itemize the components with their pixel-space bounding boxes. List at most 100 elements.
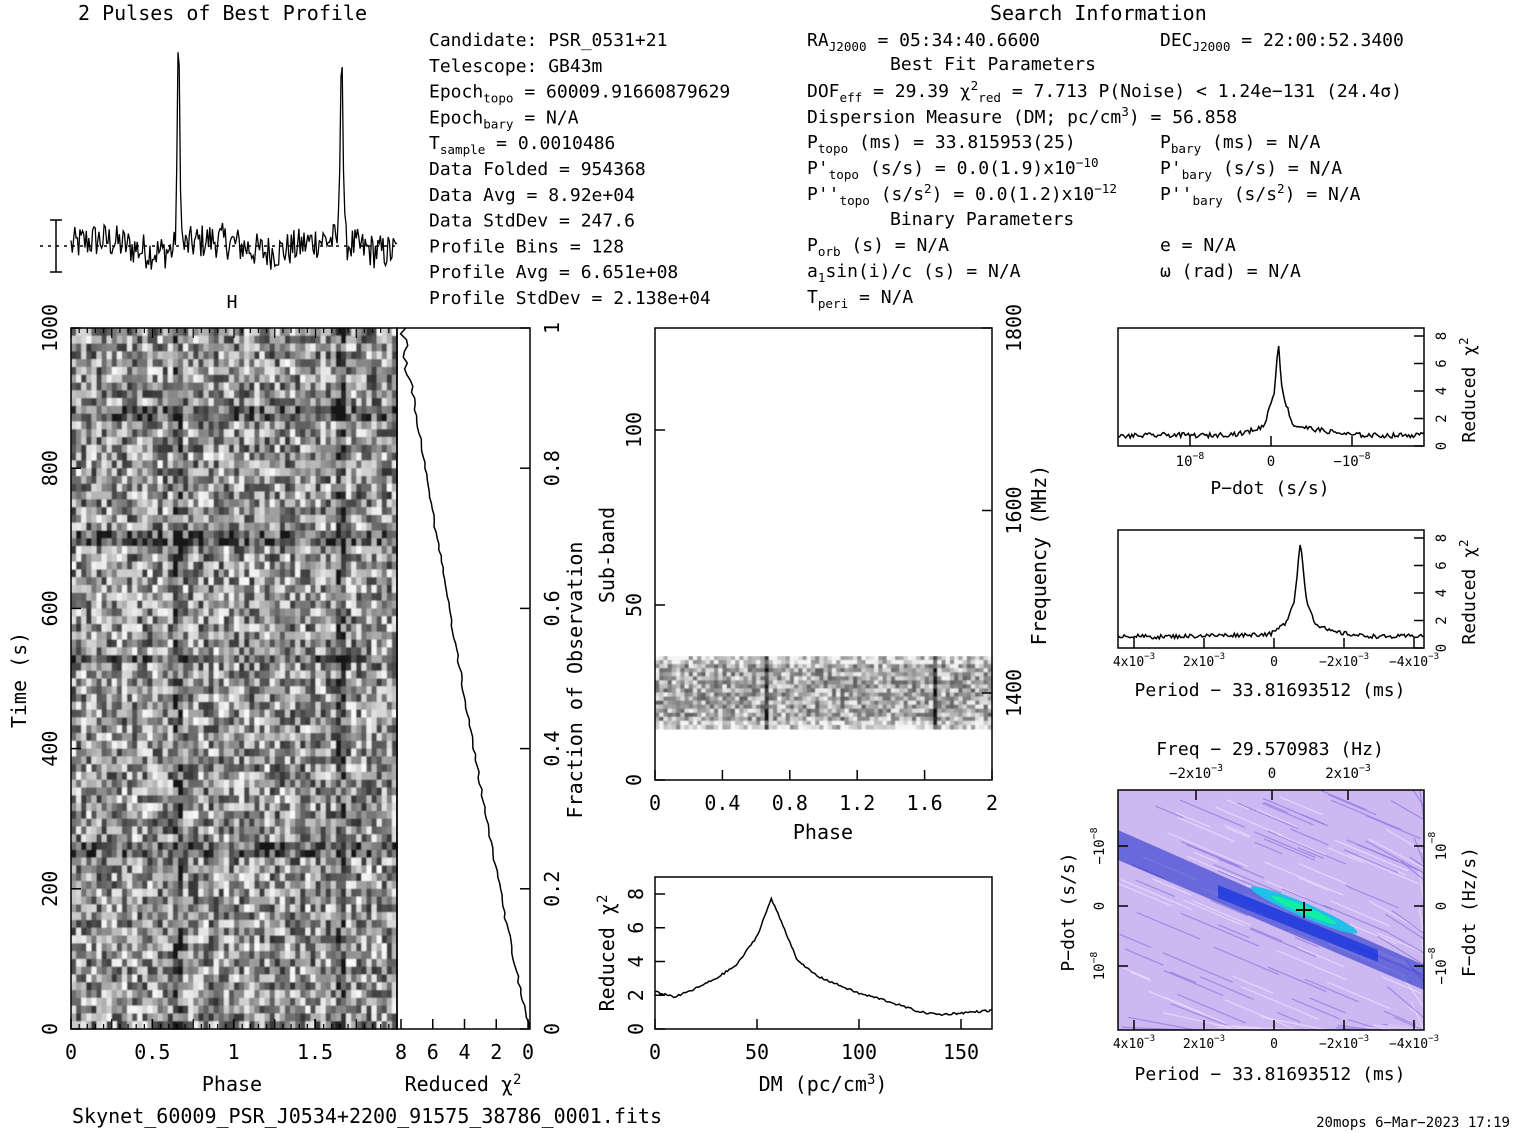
time-phase-pixel bbox=[284, 919, 291, 929]
time-phase-pixel bbox=[213, 709, 220, 719]
time-phase-pixel bbox=[157, 546, 164, 555]
time-phase-pixel bbox=[203, 725, 210, 734]
time-phase-pixel bbox=[315, 351, 322, 360]
time-phase-pixel bbox=[147, 569, 154, 578]
time-phase-pixel bbox=[264, 779, 271, 789]
time-phase-pixel bbox=[81, 670, 87, 680]
time-phase-pixel bbox=[340, 413, 347, 423]
time-phase-pixel bbox=[183, 701, 189, 711]
time-phase-pixel bbox=[356, 647, 362, 656]
time-phase-pixel bbox=[249, 328, 255, 337]
time-phase-pixel bbox=[269, 359, 276, 368]
time-phase-pixel bbox=[391, 413, 398, 423]
time-phase-pixel bbox=[111, 421, 118, 430]
time-phase-pixel bbox=[300, 600, 306, 609]
time-phase-pixel bbox=[223, 717, 230, 726]
time-phase-pixel bbox=[290, 585, 296, 594]
time-phase-pixel bbox=[391, 639, 398, 648]
time-phase-pixel bbox=[269, 709, 276, 719]
time-phase-pixel bbox=[346, 483, 352, 493]
time-phase-pixel bbox=[177, 514, 184, 524]
time-phase-pixel bbox=[147, 374, 154, 384]
time-phase-pixel bbox=[320, 390, 327, 399]
time-phase-pixel bbox=[223, 553, 230, 563]
time-phase-pixel bbox=[371, 888, 378, 898]
time-phase-pixel bbox=[177, 616, 184, 625]
time-phase-pixel bbox=[269, 514, 276, 524]
time-phase-pixel bbox=[315, 701, 322, 711]
time-phase-pixel bbox=[254, 343, 261, 352]
time-phase-pixel bbox=[223, 842, 230, 851]
time-phase-pixel bbox=[305, 631, 311, 641]
time-phase-pixel bbox=[295, 592, 301, 602]
time-phase-pixel bbox=[111, 616, 118, 625]
time-phase-pixel bbox=[376, 491, 383, 500]
time-phase-pixel bbox=[361, 694, 368, 703]
profile-line bbox=[70, 52, 398, 270]
time-phase-pixel bbox=[269, 764, 276, 773]
time-phase-pixel bbox=[81, 686, 87, 695]
time-phase-pixel bbox=[371, 483, 378, 493]
time-phase-pixel bbox=[218, 475, 225, 485]
time-phase-pixel bbox=[351, 623, 357, 633]
time-phase-pixel bbox=[330, 351, 337, 360]
time-phase-pixel bbox=[346, 733, 352, 742]
time-phase-pixel bbox=[198, 530, 205, 539]
time-phase-pixel bbox=[142, 678, 148, 687]
time-phase-pixel bbox=[152, 670, 159, 680]
time-phase-pixel bbox=[76, 359, 82, 368]
time-phase-pixel bbox=[330, 507, 337, 516]
time-phase-pixel bbox=[295, 585, 301, 594]
time-phase-pixel bbox=[340, 553, 347, 563]
time-phase-pixel bbox=[320, 865, 327, 874]
time-phase-pixel bbox=[340, 390, 347, 399]
time-phase-pixel bbox=[218, 686, 225, 695]
time-phase-pixel bbox=[340, 678, 347, 687]
time-phase-pixel bbox=[71, 647, 77, 656]
time-phase-pixel bbox=[162, 857, 169, 867]
time-phase-pixel bbox=[295, 881, 301, 890]
time-phase-pixel bbox=[91, 592, 98, 602]
time-phase-pixel bbox=[335, 507, 342, 516]
time-phase-pixel bbox=[269, 491, 276, 500]
time-phase-pixel bbox=[76, 616, 82, 625]
time-phase-pixel bbox=[228, 483, 235, 493]
time-phase-pixel bbox=[142, 896, 148, 905]
time-phase-pixel bbox=[239, 748, 245, 757]
time-phase-pixel bbox=[264, 655, 271, 664]
time-phase-pixel bbox=[208, 429, 215, 438]
time-phase-pixel bbox=[254, 328, 261, 337]
time-phase-pixel bbox=[213, 694, 220, 703]
time-phase-pixel bbox=[356, 873, 362, 882]
time-phase-pixel bbox=[228, 787, 235, 796]
time-phase-pixel bbox=[167, 335, 174, 345]
time-phase-pixel bbox=[371, 896, 378, 905]
time-phase-pixel bbox=[340, 647, 347, 656]
time-phase-pixel bbox=[106, 873, 113, 882]
time-phase-pixel bbox=[244, 694, 250, 703]
time-phase-pixel bbox=[249, 748, 255, 757]
time-phase-pixel bbox=[330, 538, 337, 547]
time-phase-pixel bbox=[167, 390, 174, 399]
time-phase-pixel bbox=[172, 491, 179, 500]
time-phase-pixel bbox=[315, 795, 322, 804]
time-phase-pixel bbox=[208, 514, 215, 524]
time-phase-pixel bbox=[264, 514, 271, 524]
time-phase-pixel bbox=[346, 343, 352, 352]
time-phase-pixel bbox=[188, 849, 194, 859]
time-phase-pixel bbox=[127, 437, 133, 446]
time-phase-pixel bbox=[76, 818, 82, 828]
time-phase-pixel bbox=[249, 647, 255, 656]
time-phase-pixel bbox=[106, 795, 113, 804]
time-phase-pixel bbox=[127, 927, 133, 937]
time-phase-pixel bbox=[218, 569, 225, 578]
time-phase-pixel bbox=[330, 686, 337, 695]
time-phase-pixel bbox=[269, 468, 276, 477]
time-phase-pixel bbox=[325, 655, 332, 664]
time-phase-pixel bbox=[127, 834, 133, 843]
time-phase-pixel bbox=[346, 577, 352, 586]
time-phase-pixel bbox=[284, 437, 291, 446]
time-phase-pixel bbox=[183, 460, 189, 469]
time-phase-pixel bbox=[213, 530, 220, 539]
time-phase-pixel bbox=[86, 826, 92, 835]
